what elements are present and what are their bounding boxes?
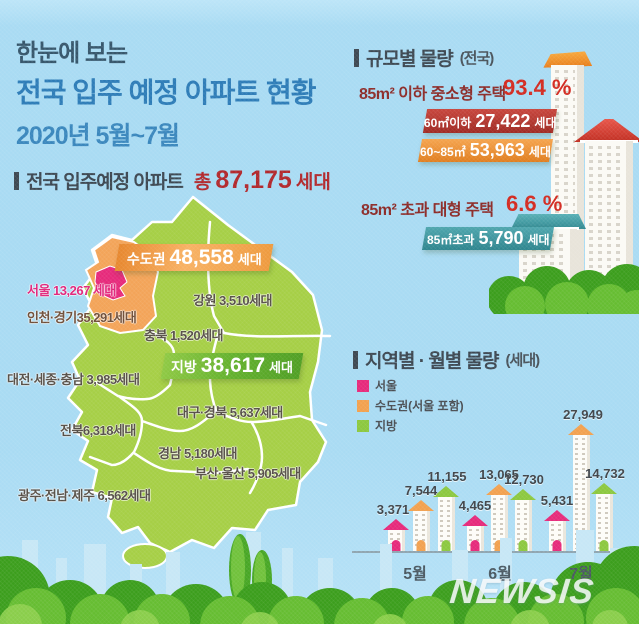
ribbon-60-to-85: 60~85㎡ 53,963 세대 (417, 139, 554, 162)
month-label-june: 6월 (488, 566, 512, 583)
chart-header-suffix: (세대) (505, 352, 541, 369)
legend-label-local: 지방 (375, 419, 398, 433)
map-label-seoul: 서울 13,267 세대 (27, 283, 116, 298)
legend-label-capital: 수도권(서울 포함) (375, 399, 464, 413)
bar-value: 4,465 (458, 498, 492, 513)
scale-header-text: 규모별 물량 (366, 49, 454, 70)
bar-value: 7,544 (404, 483, 438, 498)
legend-swatch-seoul (357, 379, 369, 392)
tower-roof-teal (511, 214, 586, 229)
capital-banner-unit: 세대 (237, 251, 262, 267)
map-label-gangwon: 강원 3,510세대 (193, 293, 272, 308)
total-label: 총 (193, 172, 212, 193)
section-bar-mark (14, 171, 19, 190)
map-label-jeonbuk: 전북6,318세대 (60, 423, 136, 438)
bar-july-seoul (544, 510, 570, 551)
section-bar-mark (354, 48, 359, 67)
bar-value: 13,065 (479, 467, 519, 482)
bar-value: 12,730 (504, 472, 544, 487)
60to85-value: 53,963 (469, 140, 525, 160)
capital-banner-label: 수도권 (126, 250, 166, 267)
under60-unit: 세대 (534, 115, 557, 130)
bar-value: 3,371 (376, 502, 410, 517)
chart-section-header: 지역별 · 월별 물량 (세대) (353, 346, 541, 373)
total-value: 87,175 (215, 166, 292, 194)
tower-side-shade (577, 65, 584, 305)
map-label-busan-ulsan: 부산·울산 5,905세대 (195, 466, 301, 481)
newsis-watermark: NEWSIS (448, 572, 597, 611)
title-period: 2020년 5월~7월 (16, 122, 180, 150)
bar-may-capital (408, 500, 434, 551)
tower-side-shade (626, 141, 633, 313)
legend-row-local: 지방 (357, 417, 464, 434)
map-label-daegu-gyeongbuk: 대구·경북 5,637세대 (177, 405, 283, 420)
bar-value: 14,732 (585, 466, 625, 481)
bar-june-capital (486, 484, 512, 551)
bushes-front (0, 604, 628, 624)
large-housing-percent: 6.6 % (506, 191, 563, 216)
capital-banner-value: 48,558 (169, 245, 234, 269)
map-label-incheon-gyeonggi: 인천·경기35,291세대 (27, 310, 137, 325)
local-banner-value: 38,617 (200, 354, 266, 377)
over85-unit: 세대 (527, 233, 550, 247)
title-line-2: 전국 입주 예정 아파트 현황 (16, 77, 316, 108)
chart-header-text: 지역별 · 월별 물량 (365, 351, 500, 372)
map-label-chungbuk: 충북 1,520세대 (144, 328, 223, 343)
large-housing-label: 85m² 초과 대형 주택 (361, 202, 494, 219)
legend-swatch-capital (357, 399, 369, 412)
60to85-unit: 세대 (528, 145, 551, 159)
bar-june-seoul (462, 515, 488, 551)
bar-value: 27,949 (563, 407, 603, 422)
bottom-scenery (0, 530, 639, 624)
over85-value: 5,790 (478, 228, 524, 248)
under60-label: 60㎡이하 (423, 115, 472, 130)
map-label-daejeon-sejong-chungnam: 대전·세종·충남 3,985세대 (7, 372, 140, 387)
tower-side-shade (570, 229, 577, 309)
scale-header-suffix: (전국) (459, 50, 495, 67)
capital-area-banner: 수도권 48,558 세대 (114, 244, 274, 271)
chart-legend: 서울 수도권(서울 포함) 지방 (357, 377, 464, 437)
title-block: 한눈에 보는 전국 입주 예정 아파트 현황 2020년 5월~7월 (16, 33, 316, 152)
bar-june-local (510, 489, 536, 551)
title-line-1: 한눈에 보는 (16, 40, 128, 67)
bar-value: 5,431 (540, 493, 574, 508)
map-label-gyeongnam: 경남 5,180세대 (158, 446, 237, 461)
ribbon-over-85: 85㎡초과 5,790 세대 (421, 227, 555, 250)
legend-row-seoul: 서울 (357, 377, 464, 394)
section-bar-mark (353, 350, 358, 369)
scale-section-header: 규모별 물량 (전국) (354, 44, 495, 71)
tower-bushes (489, 264, 639, 314)
total-unit: 세대 (295, 172, 331, 193)
under60-value: 27,422 (475, 110, 531, 131)
legend-label-seoul: 서울 (375, 379, 398, 393)
map-header-text: 전국 입주예정 아파트 (26, 172, 184, 193)
bar-may-local (433, 486, 459, 551)
60to85-label: 60~85㎡ (420, 145, 466, 159)
ribbon-under-60: 60㎡이하 27,422 세대 (422, 109, 558, 133)
over85-label: 85㎡초과 (426, 233, 475, 247)
legend-row-capital: 수도권(서울 포함) (357, 397, 464, 414)
local-banner-unit: 세대 (269, 360, 293, 375)
national-total: 총 87,175 세대 (194, 166, 331, 195)
map-label-gwangju-jeonnam-jeju: 광주·전남·제주 6,562세대 (18, 488, 151, 503)
chart-baseline (352, 551, 639, 553)
month-label-july: 7월 (569, 566, 593, 583)
bar-july-local (591, 483, 617, 551)
month-label-may: 5월 (403, 566, 427, 583)
map-section-header: 전국 입주예정 아파트 총 87,175 세대 (14, 166, 331, 195)
legend-swatch-local (357, 419, 369, 432)
local-area-banner: 지방 38,617 세대 (160, 353, 304, 379)
small-housing-label: 85m² 이하 중소형 주택 (359, 86, 506, 103)
local-banner-label: 지방 (171, 359, 197, 375)
bar-value: 11,155 (427, 469, 467, 484)
small-housing-percent: 93.4 % (503, 75, 572, 100)
